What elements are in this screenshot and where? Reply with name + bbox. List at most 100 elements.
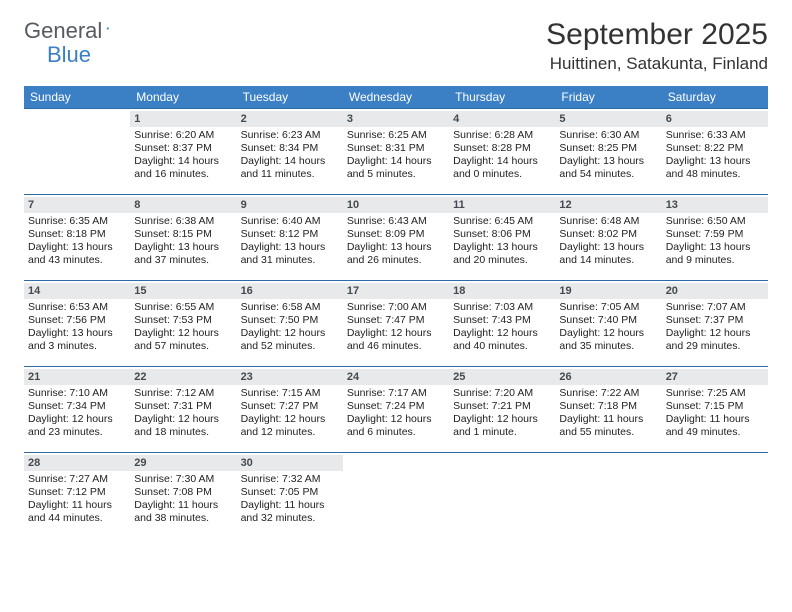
day-info: Sunrise: 7:05 AMSunset: 7:40 PMDaylight:… [559,301,657,354]
day-number: 10 [343,197,449,213]
day-number: 24 [343,369,449,385]
day-info: Sunrise: 6:48 AMSunset: 8:02 PMDaylight:… [559,215,657,268]
day-info: Sunrise: 7:22 AMSunset: 7:18 PMDaylight:… [559,387,657,440]
calendar-week-row: 21 Sunrise: 7:10 AMSunset: 7:34 PMDayligh… [24,366,768,452]
logo-word1: General [24,18,102,44]
day-number: 13 [662,197,768,213]
calendar-body: 1 Sunrise: 6:20 AMSunset: 8:37 PMDaylight… [24,108,768,538]
title-block: September 2025 Huittinen, Satakunta, Fin… [546,18,768,74]
day-info: Sunrise: 6:20 AMSunset: 8:37 PMDaylight:… [134,129,232,182]
calendar-cell: 16Sunrise: 6:58 AMSunset: 7:50 PMDayligh… [237,280,343,366]
calendar-cell: 22Sunrise: 7:12 AMSunset: 7:31 PMDayligh… [130,366,236,452]
day-number: 14 [24,283,130,299]
day-info: Sunrise: 6:58 AMSunset: 7:50 PMDaylight:… [241,301,339,354]
calendar-cell: 15 Sunrise: 6:55 AMSunset: 7:53 PMDayligh… [130,280,236,366]
day-number: 8 [130,197,236,213]
day-number: 25 [449,369,555,385]
weekday-header: Thursday [449,86,555,108]
day-info: Sunrise: 6:38 AMSunset: 8:15 PMDaylight:… [134,215,232,268]
calendar-cell: 23Sunrise: 7:15 AMSunset: 7:27 PMDayligh… [237,366,343,452]
calendar-cell: 2 Sunrise: 6:23 AMSunset: 8:34 PMDaylight… [237,108,343,194]
day-info: Sunrise: 7:20 AMSunset: 7:21 PMDaylight:… [453,387,551,440]
day-number: 6 [662,111,768,127]
day-number: 29 [130,455,236,471]
day-number: 26 [555,369,661,385]
calendar-cell: 25 Sunrise: 7:20 AMSunset: 7:21 PMDayligh… [449,366,555,452]
logo-word2: Blue [47,42,91,68]
day-info: Sunrise: 6:50 AMSunset: 7:59 PMDaylight:… [666,215,764,268]
day-info: Sunrise: 6:25 AMSunset: 8:31 PMDaylight:… [347,129,445,182]
calendar-cell: 24 Sunrise: 7:17 AMSunset: 7:24 PMDayligh… [343,366,449,452]
day-info: Sunrise: 7:03 AMSunset: 7:43 PMDaylight:… [453,301,551,354]
calendar-cell: 11Sunrise: 6:45 AMSunset: 8:06 PMDayligh… [449,194,555,280]
calendar-cell: 14 Sunrise: 6:53 AMSunset: 7:56 PMDayligh… [24,280,130,366]
day-info: Sunrise: 7:07 AMSunset: 7:37 PMDaylight:… [666,301,764,354]
calendar-cell: 8 Sunrise: 6:38 AMSunset: 8:15 PMDaylight… [130,194,236,280]
day-info: Sunrise: 6:23 AMSunset: 8:34 PMDaylight:… [241,129,339,182]
day-number: 22 [130,369,236,385]
calendar-week-row: 14 Sunrise: 6:53 AMSunset: 7:56 PMDayligh… [24,280,768,366]
day-info: Sunrise: 7:10 AMSunset: 7:34 PMDaylight:… [28,387,126,440]
day-number: 9 [237,197,343,213]
day-number: 3 [343,111,449,127]
day-number: 11 [449,197,555,213]
day-info: Sunrise: 6:33 AMSunset: 8:22 PMDaylight:… [666,129,764,182]
calendar-header-row: SundayMondayTuesdayWednesdayThursdayFrid… [24,86,768,108]
day-info: Sunrise: 6:35 AMSunset: 8:18 PMDaylight:… [28,215,126,268]
calendar-cell: 4Sunrise: 6:28 AMSunset: 8:28 PMDaylight… [449,108,555,194]
day-number: 5 [555,111,661,127]
logo-sail-icon [106,19,110,37]
calendar-cell: 1 Sunrise: 6:20 AMSunset: 8:37 PMDaylight… [130,108,236,194]
weekday-header: Tuesday [237,86,343,108]
day-info: Sunrise: 7:30 AMSunset: 7:08 PMDaylight:… [134,473,232,526]
calendar-cell [555,452,661,538]
day-info: Sunrise: 6:43 AMSunset: 8:09 PMDaylight:… [347,215,445,268]
calendar-week-row: 28 Sunrise: 7:27 AMSunset: 7:12 PMDayligh… [24,452,768,538]
logo: General [24,18,130,44]
day-number: 20 [662,283,768,299]
day-number: 17 [343,283,449,299]
day-number: 12 [555,197,661,213]
calendar-cell: 7 Sunrise: 6:35 AMSunset: 8:18 PMDaylight… [24,194,130,280]
calendar-cell: 9 Sunrise: 6:40 AMSunset: 8:12 PMDaylight… [237,194,343,280]
location: Huittinen, Satakunta, Finland [546,54,768,74]
weekday-header: Saturday [662,86,768,108]
weekday-header: Sunday [24,86,130,108]
day-info: Sunrise: 7:17 AMSunset: 7:24 PMDaylight:… [347,387,445,440]
calendar-table: SundayMondayTuesdayWednesdayThursdayFrid… [24,86,768,538]
day-number: 21 [24,369,130,385]
day-number: 7 [24,197,130,213]
day-info: Sunrise: 6:28 AMSunset: 8:28 PMDaylight:… [453,129,551,182]
header: General September 2025 Huittinen, Sataku… [24,18,768,74]
day-info: Sunrise: 7:25 AMSunset: 7:15 PMDaylight:… [666,387,764,440]
day-number: 1 [130,111,236,127]
calendar-week-row: 7 Sunrise: 6:35 AMSunset: 8:18 PMDaylight… [24,194,768,280]
weekday-header: Friday [555,86,661,108]
calendar-week-row: 1 Sunrise: 6:20 AMSunset: 8:37 PMDaylight… [24,108,768,194]
calendar-cell: 21 Sunrise: 7:10 AMSunset: 7:34 PMDayligh… [24,366,130,452]
month-title: September 2025 [546,18,768,52]
calendar-cell: 18Sunrise: 7:03 AMSunset: 7:43 PMDayligh… [449,280,555,366]
calendar-cell: 28 Sunrise: 7:27 AMSunset: 7:12 PMDayligh… [24,452,130,538]
day-number: 23 [237,369,343,385]
day-number: 19 [555,283,661,299]
day-number: 15 [130,283,236,299]
day-info: Sunrise: 6:55 AMSunset: 7:53 PMDaylight:… [134,301,232,354]
day-number: 30 [237,455,343,471]
day-number: 27 [662,369,768,385]
calendar-cell: 5Sunrise: 6:30 AMSunset: 8:25 PMDaylight… [555,108,661,194]
day-info: Sunrise: 6:40 AMSunset: 8:12 PMDaylight:… [241,215,339,268]
day-info: Sunrise: 7:27 AMSunset: 7:12 PMDaylight:… [28,473,126,526]
calendar-cell: 19 Sunrise: 7:05 AMSunset: 7:40 PMDayligh… [555,280,661,366]
day-number: 28 [24,455,130,471]
calendar-cell: 3 Sunrise: 6:25 AMSunset: 8:31 PMDaylight… [343,108,449,194]
weekday-header: Monday [130,86,236,108]
calendar-cell: 26 Sunrise: 7:22 AMSunset: 7:18 PMDayligh… [555,366,661,452]
weekday-header: Wednesday [343,86,449,108]
calendar-cell: 12 Sunrise: 6:48 AMSunset: 8:02 PMDayligh… [555,194,661,280]
day-number: 2 [237,111,343,127]
day-info: Sunrise: 7:00 AMSunset: 7:47 PMDaylight:… [347,301,445,354]
calendar-cell: 13 Sunrise: 6:50 AMSunset: 7:59 PMDayligh… [662,194,768,280]
day-info: Sunrise: 6:53 AMSunset: 7:56 PMDaylight:… [28,301,126,354]
calendar-cell: 20 Sunrise: 7:07 AMSunset: 7:37 PMDayligh… [662,280,768,366]
